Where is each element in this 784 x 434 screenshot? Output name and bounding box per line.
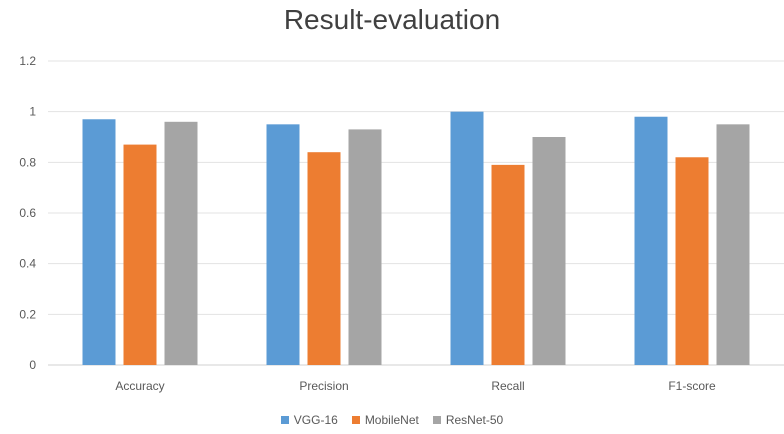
y-tick-label: 1.2 bbox=[19, 54, 36, 68]
bar-mobilenet-precision bbox=[307, 152, 341, 365]
x-tick-label: Precision bbox=[299, 379, 348, 393]
x-tick-label: Recall bbox=[491, 379, 524, 393]
legend-swatch bbox=[351, 416, 360, 424]
legend-item: VGG-16 bbox=[280, 413, 338, 427]
chart-title: Result-evaluation bbox=[283, 4, 501, 35]
x-tick-label: Accuracy bbox=[115, 379, 164, 393]
y-tick-label: 0.6 bbox=[19, 206, 36, 220]
y-tick-label: 1 bbox=[29, 105, 36, 119]
bar-vgg-16-recall bbox=[450, 111, 484, 366]
bar-mobilenet-f1-score bbox=[675, 157, 709, 365]
bar-vgg-16-f1-score bbox=[634, 116, 668, 365]
bar-mobilenet-accuracy bbox=[123, 144, 157, 365]
bar-resnet-50-f1-score bbox=[716, 124, 750, 365]
legend-swatch bbox=[432, 416, 441, 424]
legend-label: MobileNet bbox=[364, 413, 419, 427]
y-tick-label: 0.2 bbox=[19, 307, 36, 321]
bar-resnet-50-accuracy bbox=[164, 121, 198, 365]
y-tick-label: 0 bbox=[29, 358, 36, 372]
y-tick-label: 0.4 bbox=[19, 257, 36, 271]
bar-vgg-16-accuracy bbox=[82, 119, 116, 366]
chart-legend: VGG-16 MobileNet ResNet-50 bbox=[0, 413, 784, 427]
bar-resnet-50-recall bbox=[532, 137, 566, 365]
y-tick-label: 0.8 bbox=[19, 155, 36, 169]
legend-swatch bbox=[280, 416, 289, 424]
legend-label: VGG-16 bbox=[293, 413, 338, 427]
bar-resnet-50-precision bbox=[348, 129, 382, 365]
x-tick-label: F1-score bbox=[668, 379, 716, 393]
legend-item: MobileNet bbox=[351, 413, 419, 427]
bar-vgg-16-precision bbox=[266, 124, 300, 365]
legend-item: ResNet-50 bbox=[432, 413, 504, 427]
legend-label: ResNet-50 bbox=[445, 413, 504, 427]
bar-mobilenet-recall bbox=[491, 164, 525, 365]
